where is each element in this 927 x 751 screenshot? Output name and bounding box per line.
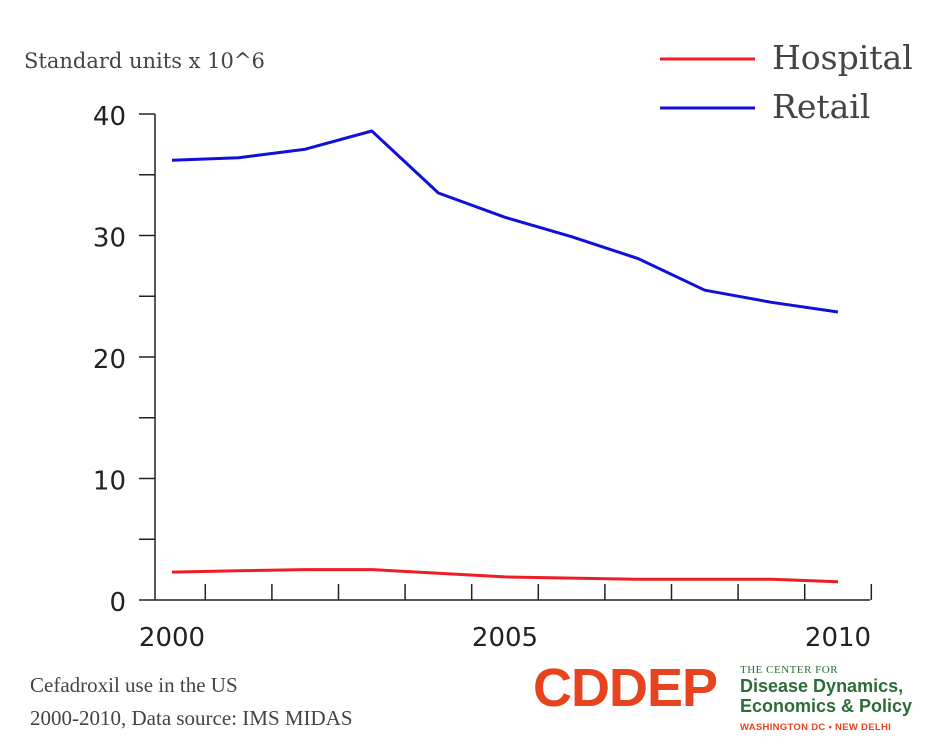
logo-footer: WASHINGTON DC • NEW DELHI xyxy=(740,722,892,733)
series-layer xyxy=(171,129,839,584)
x-tick-label: 2010 xyxy=(805,623,871,653)
y-tick-label: 0 xyxy=(109,588,126,618)
x-tick-label: 2005 xyxy=(472,623,538,653)
caption-line-2: 2000-2010, Data source: IMS MIDAS xyxy=(30,706,353,730)
logo-line-1: Disease Dynamics, xyxy=(740,676,904,696)
logo-line-2: Economics & Policy xyxy=(740,696,913,716)
y-ticks: 0 10 20 30 40 xyxy=(93,102,155,618)
x-ticks: 2000 2005 2010 xyxy=(139,584,873,653)
y-tick-label: 10 xyxy=(93,467,126,497)
legend-label-hospital: Hospital xyxy=(772,38,913,77)
legend: Hospital Retail xyxy=(660,38,913,126)
logo-wordmark: CDDEP xyxy=(533,658,718,718)
y-tick-label: 40 xyxy=(93,102,126,132)
series-line-hospital xyxy=(171,568,839,584)
y-tick-label: 30 xyxy=(93,224,126,254)
cddep-logo: CDDEP THE CENTER FOR Disease Dynamics, E… xyxy=(533,660,913,740)
logo-tagline-small: THE CENTER FOR xyxy=(740,664,839,676)
x-tick-label: 2000 xyxy=(139,623,205,653)
series-line-retail xyxy=(171,129,839,314)
legend-label-retail: Retail xyxy=(772,87,870,126)
y-axis-label: Standard units x 10^6 xyxy=(24,49,265,73)
y-tick-label: 20 xyxy=(93,345,126,375)
caption-line-1: Cefadroxil use in the US xyxy=(30,673,238,697)
